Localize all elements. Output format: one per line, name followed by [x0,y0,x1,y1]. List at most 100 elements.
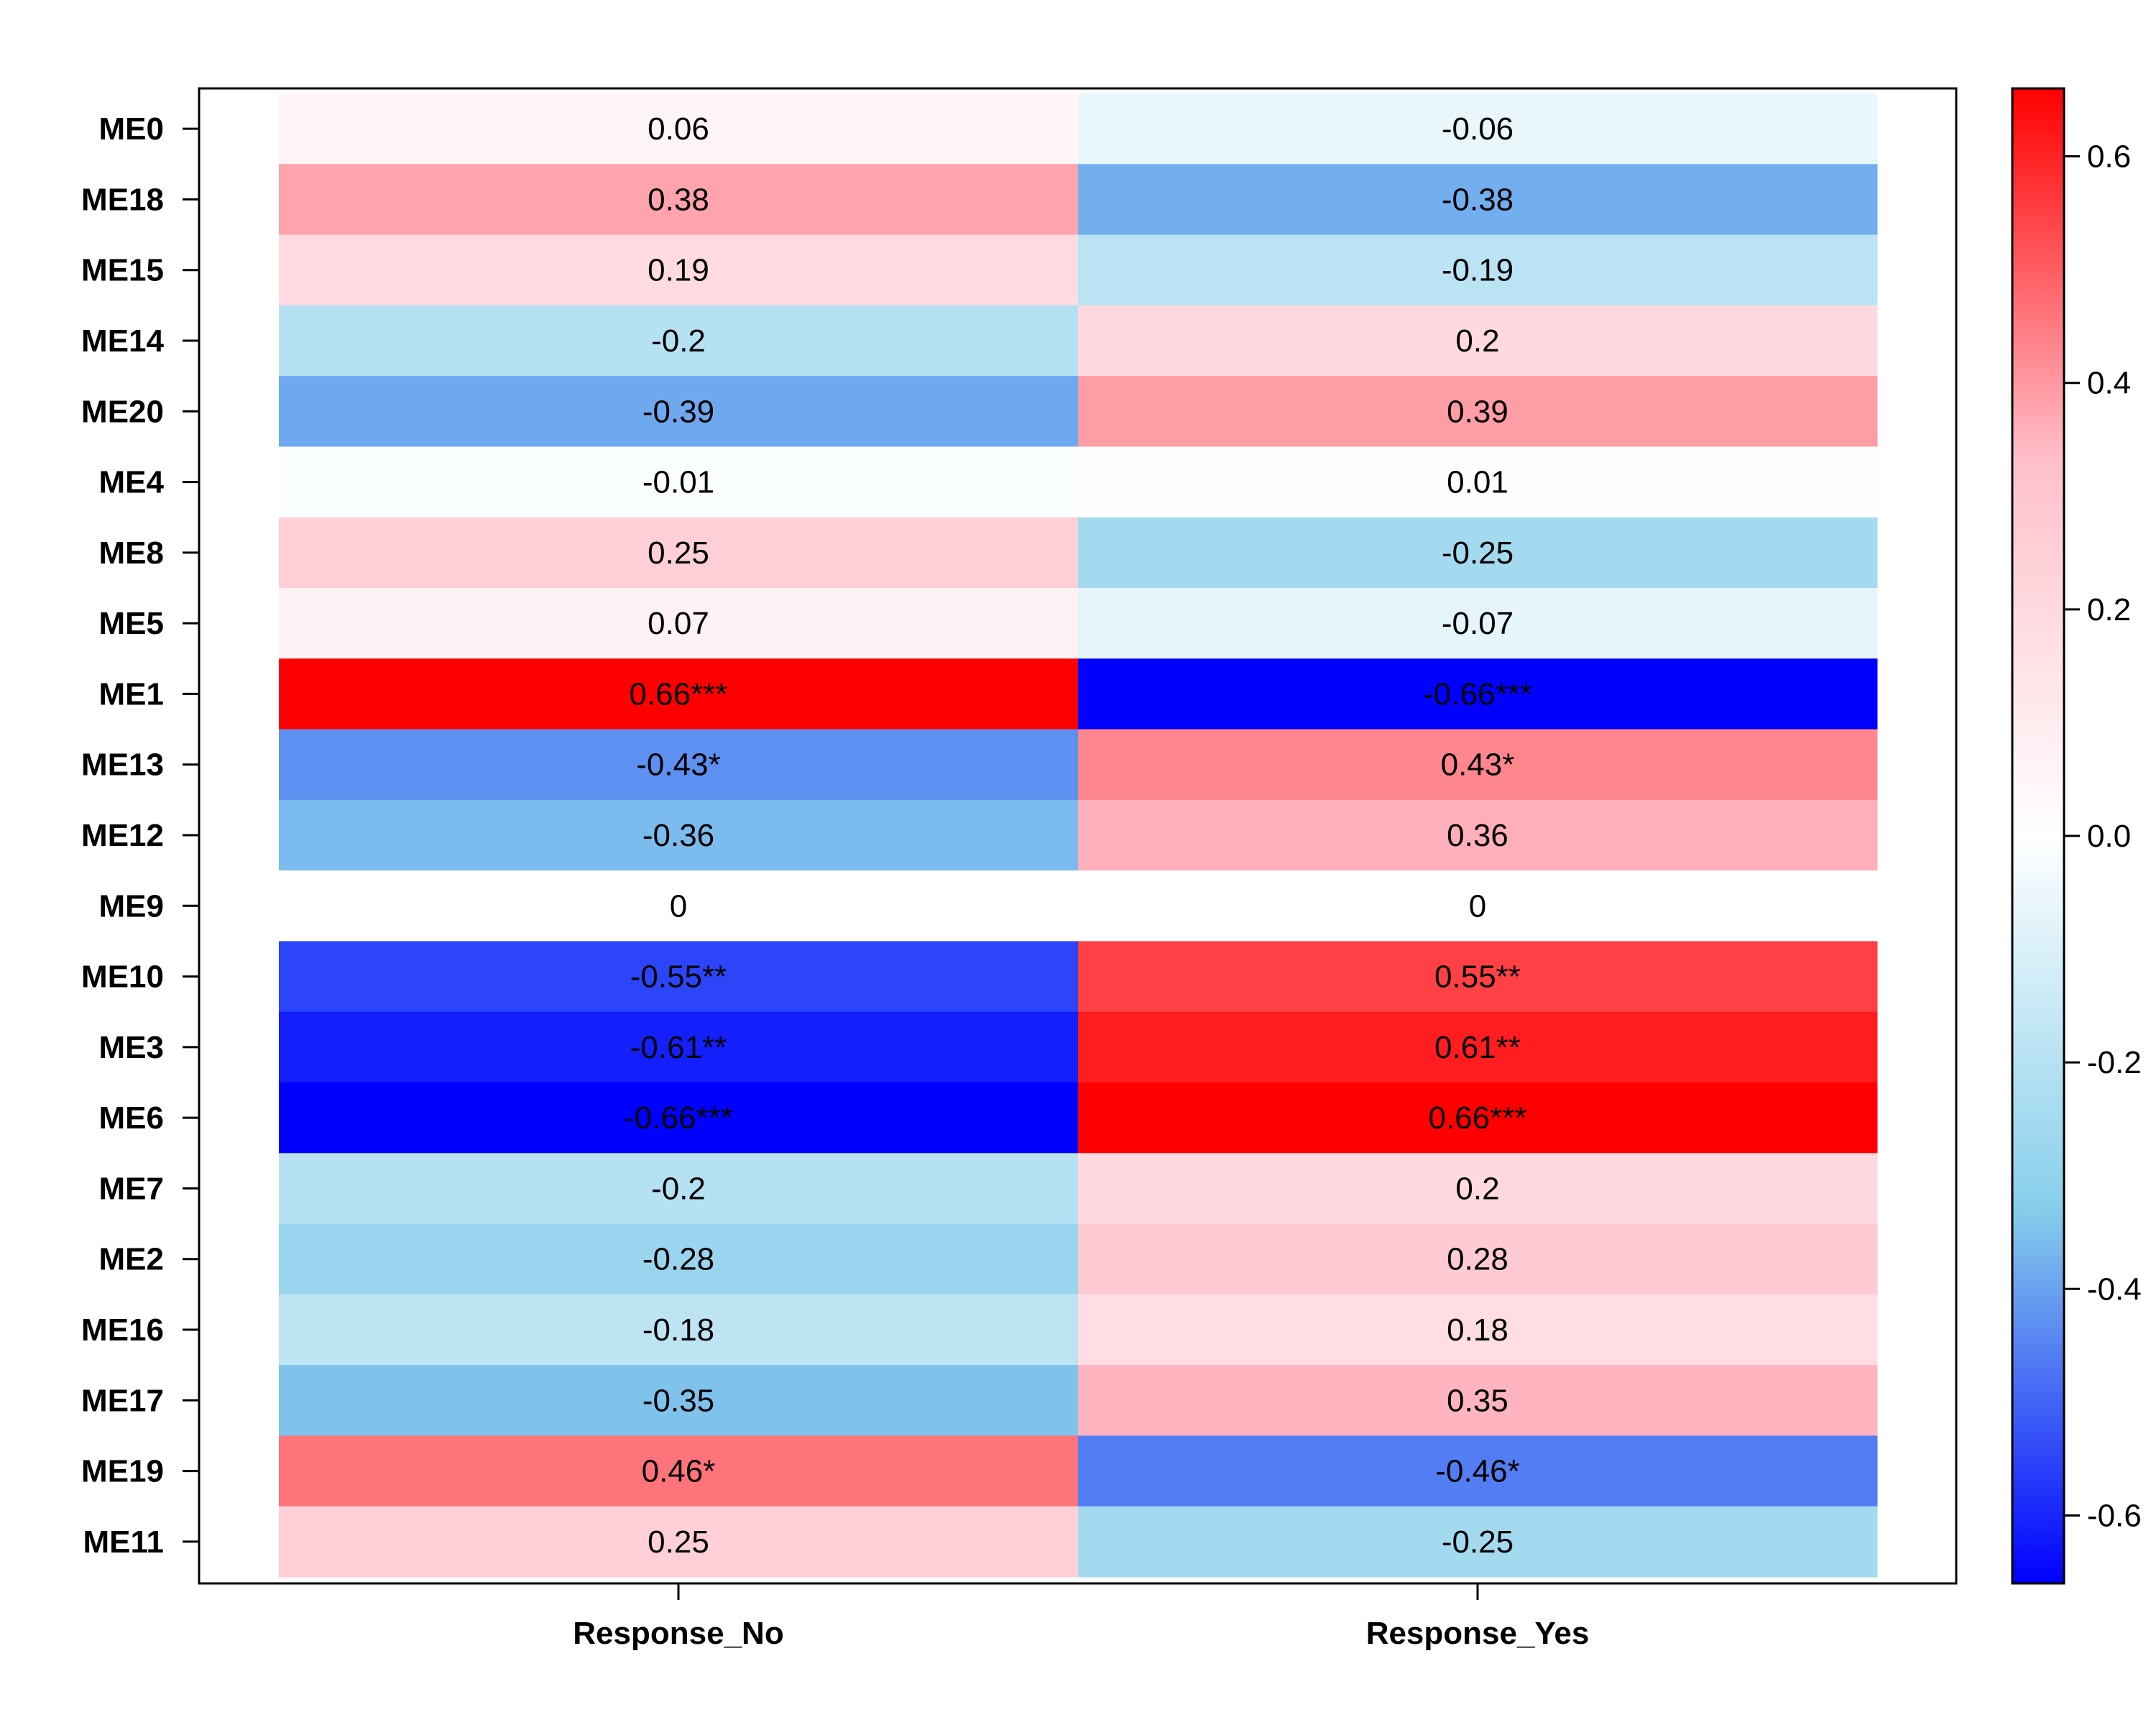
row-label: ME0 [99,111,164,147]
heatmap-cell [1078,93,1878,165]
heatmap-cell [279,1153,1079,1225]
heatmap-cell [1078,376,1878,447]
heatmap-cell [279,446,1079,518]
cell-value-label: 0.19 [648,253,709,288]
heatmap-cell [279,164,1079,236]
row-label: ME6 [99,1100,164,1136]
heatmap-cell [1078,588,1878,659]
row-label: ME20 [81,394,164,429]
cell-value-label: 0.07 [648,606,709,641]
cell-value-label: -0.19 [1442,253,1514,288]
cell-value-label: 0 [1469,888,1486,924]
colorbar-tick-label: -0.6 [2087,1498,2142,1533]
heatmap-cell [1078,870,1878,942]
heatmap-cell [279,1011,1079,1083]
heatmap-cell [1078,234,1878,306]
heatmap-cell [1078,1153,1878,1225]
row-label: ME15 [81,253,164,288]
row-label: ME18 [81,182,164,217]
cell-value-label: 0.39 [1447,394,1508,429]
column-label: Response_No [573,1616,783,1651]
colorbar-tick-label: -0.4 [2087,1271,2142,1307]
row-label: ME2 [99,1242,164,1277]
cell-value-label: -0.07 [1442,606,1514,641]
cell-value-label: -0.28 [642,1242,714,1277]
column-label: Response_Yes [1366,1616,1590,1651]
cell-value-label: -0.18 [642,1312,714,1348]
row-label: ME19 [81,1454,164,1489]
cell-value-label: -0.66*** [1423,676,1532,712]
heatmap-cell [1078,1082,1878,1154]
cell-value-label: 0.36 [1447,818,1508,853]
heatmap-cell [279,376,1079,447]
heatmap-cell [279,799,1079,871]
cell-value-label: 0.43* [1441,748,1515,783]
row-label: ME9 [99,888,164,924]
heatmap-cells [279,93,1878,1578]
row-label: ME3 [99,1030,164,1065]
row-label: ME14 [81,323,164,359]
cell-value-label: -0.39 [642,394,714,429]
row-label: ME8 [99,535,164,571]
heatmap-cell [1078,1365,1878,1436]
cell-value-label: 0.25 [648,535,709,571]
cell-value-label: -0.06 [1442,111,1514,147]
row-label: ME17 [81,1383,164,1418]
heatmap-cell [279,588,1079,659]
row-label: ME13 [81,748,164,783]
heatmap-cell [279,941,1079,1013]
heatmap-cell [1078,446,1878,518]
heatmap-cell [1078,1223,1878,1295]
cell-value-label: -0.61** [630,1030,727,1065]
cell-value-label: 0.2 [1455,323,1499,359]
colorbar-tick-label: 0.2 [2087,592,2131,627]
heatmap-cell [279,305,1079,377]
heatmap-cell [279,1294,1079,1366]
cell-value-label: -0.01 [642,465,714,500]
cell-value-label: -0.43* [636,748,720,783]
colorbar-tick-label: -0.2 [2087,1045,2142,1080]
cell-value-label: -0.38 [1442,182,1514,217]
cell-value-label: -0.2 [651,1171,706,1206]
heatmap-cell [279,234,1079,306]
heatmap-cell [279,93,1079,165]
heatmap-cell [279,1435,1079,1507]
cell-value-label: 0.28 [1447,1242,1508,1277]
row-label: ME5 [99,606,164,641]
heatmap-cell-labels: 0.06 -0.06 0.38 -0.38 0.19 -0.19 -0.2 0.2 -0.39 0… [624,111,1532,1560]
row-label: ME7 [99,1171,164,1206]
heatmap-cell [279,729,1079,801]
row-label: ME12 [81,818,164,853]
cell-value-label: -0.25 [1442,1524,1514,1560]
cell-value-label: 0.61** [1434,1030,1521,1065]
heatmap-cell [1078,1435,1878,1507]
heatmap-cell [1078,1011,1878,1083]
heatmap-cell [1078,941,1878,1013]
heatmap-cell [279,1082,1079,1154]
cell-value-label: 0.38 [648,182,709,217]
heatmap-cell [1078,305,1878,377]
cell-value-label: 0 [670,888,687,924]
cell-value-label: 0.46* [642,1454,716,1489]
heatmap-cell [279,1365,1079,1436]
heatmap-cell [1078,658,1878,730]
row-label: ME4 [99,465,165,500]
heatmap-cell [1078,1294,1878,1366]
cell-value-label: 0.55** [1434,960,1521,995]
colorbar-gradient [2011,87,2065,1585]
row-label: ME10 [81,960,164,995]
heatmap-cell [1078,799,1878,871]
heatmap-cell [1078,729,1878,801]
cell-value-label: 0.35 [1447,1383,1508,1418]
cell-value-label: 0.06 [648,111,709,147]
cell-value-label: -0.66*** [624,1100,733,1136]
row-label: ME11 [83,1524,164,1560]
row-axis: ME0 ME18 ME15 ME14 ME20 ME4 ME8 ME5 ME1 ME13 ME12 M… [81,111,199,1560]
heatmap-cell [1078,517,1878,589]
heatmap-cell [279,1223,1079,1295]
heatmap-cell [279,1506,1079,1578]
row-label: ME1 [99,676,164,712]
colorbar-tick-label: 0.4 [2087,366,2131,401]
colorbar-tick-label: 0.6 [2087,139,2131,175]
